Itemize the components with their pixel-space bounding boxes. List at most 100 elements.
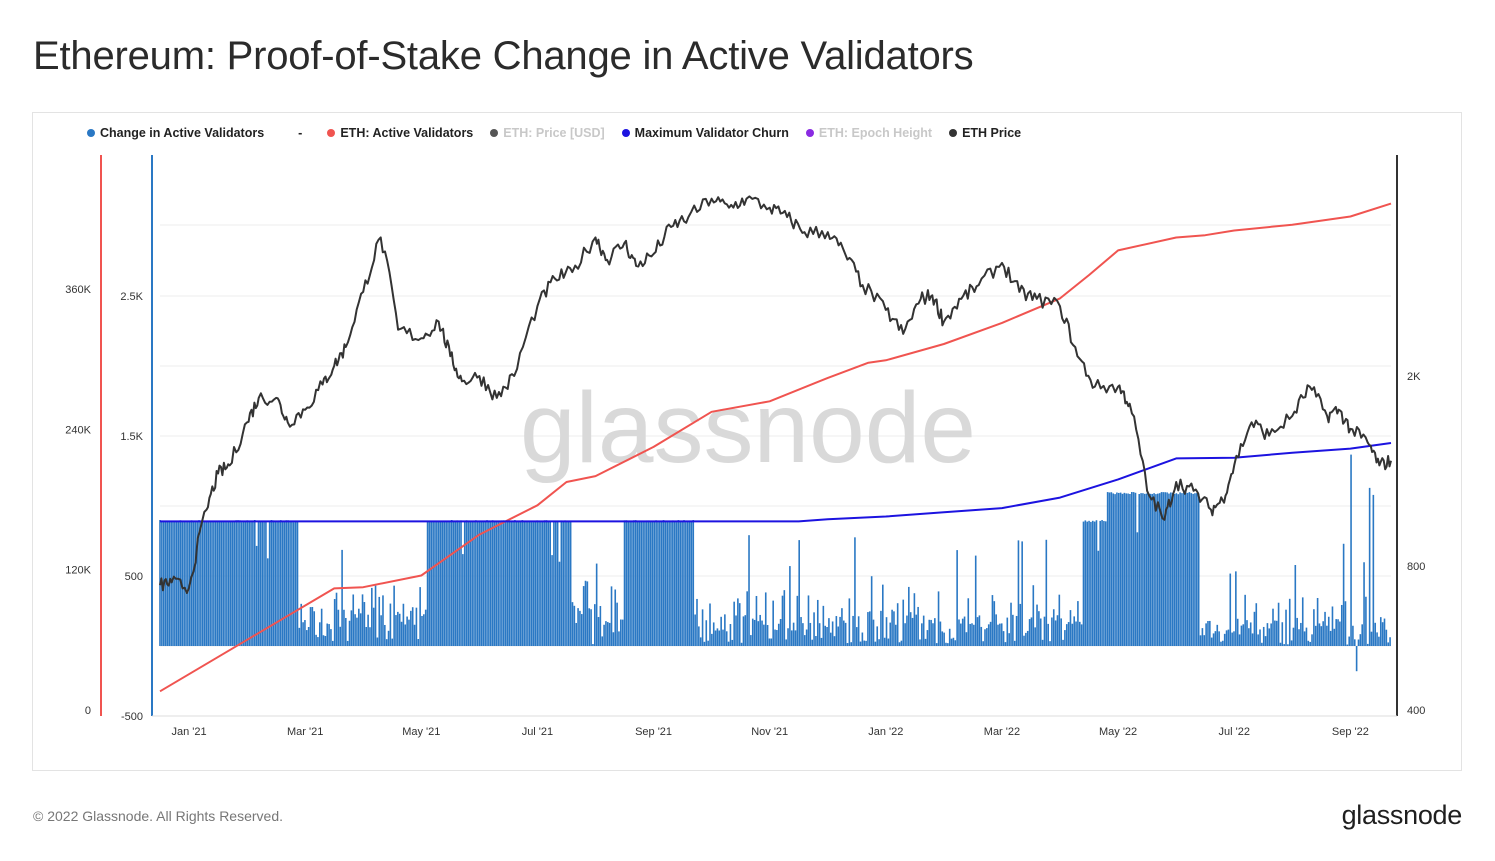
change-bar <box>1075 621 1077 646</box>
change-bar <box>815 636 817 646</box>
change-bar <box>1099 520 1102 646</box>
change-bar <box>681 521 683 646</box>
change-bar <box>937 591 940 646</box>
change-bar <box>1140 493 1142 646</box>
legend-item[interactable]: ETH: Active Validators <box>327 126 473 140</box>
change-bar <box>690 521 693 646</box>
change-bar <box>696 598 698 646</box>
change-bar <box>660 520 663 646</box>
change-bar <box>1088 520 1090 646</box>
change-bar <box>192 520 195 646</box>
change-bar <box>646 520 648 646</box>
legend-dot-icon <box>621 129 630 137</box>
change-bar <box>402 603 405 646</box>
copyright: © 2022 Glassnode. All Rights Reserved. <box>33 808 284 824</box>
change-bar <box>1261 642 1263 646</box>
brand-logo[interactable]: glassnode <box>1341 800 1463 830</box>
change-bar <box>1279 642 1282 646</box>
change-bar <box>1144 493 1146 646</box>
change-bar <box>666 522 669 646</box>
change-bar <box>201 520 204 646</box>
change-bar <box>725 631 728 646</box>
change-bar <box>480 520 483 646</box>
change-bar <box>595 563 598 646</box>
change-bar <box>686 521 689 646</box>
change-bar <box>947 643 949 646</box>
change-bar <box>497 521 499 646</box>
legend-item[interactable]: ETH: Epoch Height <box>805 126 932 140</box>
change-bar <box>1038 611 1040 646</box>
change-bar <box>454 521 457 646</box>
change-bar <box>1065 624 1068 646</box>
change-bar <box>908 586 910 646</box>
change-bar <box>449 520 451 646</box>
change-bar <box>1041 639 1044 646</box>
change-bar <box>636 520 639 646</box>
change-bar <box>482 521 485 646</box>
change-bar <box>1090 521 1092 646</box>
change-bar <box>1216 624 1219 646</box>
change-bar <box>1173 494 1176 646</box>
change-bar <box>1333 628 1336 646</box>
change-bar <box>688 520 691 646</box>
change-bar <box>296 520 299 646</box>
change-bar <box>954 640 957 646</box>
change-bar <box>683 520 685 646</box>
change-bar <box>902 599 905 646</box>
change-bar <box>1274 620 1276 646</box>
change-bar <box>517 520 520 646</box>
change-bar <box>731 639 734 646</box>
change-bar <box>385 639 388 646</box>
change-bar <box>1071 623 1074 646</box>
legend-item[interactable]: ETH Price <box>949 126 1021 140</box>
change-bar <box>1346 644 1349 646</box>
change-bar <box>1387 642 1390 646</box>
change-bar <box>1227 629 1230 646</box>
change-bar <box>376 637 379 646</box>
change-bar <box>976 617 979 646</box>
change-bar <box>437 521 440 646</box>
x-axis-tick: Nov '21 <box>751 726 788 738</box>
price-axis-tick: 400 <box>1407 705 1425 717</box>
change-bar <box>515 521 518 646</box>
change-bar <box>538 521 540 646</box>
change-bar <box>419 587 421 646</box>
change-bar <box>408 619 410 646</box>
change-bar <box>237 520 239 646</box>
change-bar <box>1236 618 1239 646</box>
change-bar <box>1032 585 1035 646</box>
change-bar <box>1019 603 1022 646</box>
change-bar <box>428 522 431 646</box>
legend-item[interactable]: Maximum Validator Churn <box>621 126 789 140</box>
change-bar <box>519 520 522 646</box>
change-bar <box>995 614 997 646</box>
validators-axis-tick: 120K <box>65 565 91 577</box>
legend-item[interactable]: Change in Active Validators <box>87 126 264 140</box>
change-bar <box>878 639 880 646</box>
change-bar <box>1207 621 1209 646</box>
legend-item[interactable]: ETH: Price [USD] <box>490 126 605 140</box>
change-bar <box>203 522 206 646</box>
change-bar <box>785 639 787 646</box>
change-bar <box>610 586 613 646</box>
change-bar <box>800 617 802 646</box>
change-bar <box>1210 637 1213 646</box>
change-bar <box>462 554 464 646</box>
legend-item[interactable]: - <box>298 126 307 140</box>
change-bar <box>973 624 975 646</box>
change-bar <box>857 616 860 646</box>
change-bar <box>372 607 375 646</box>
change-bar <box>1255 603 1258 646</box>
chart-legend: Change in Active Validators - ETH: Active … <box>87 125 1038 141</box>
change-bar <box>242 521 245 646</box>
change-bar <box>473 521 475 646</box>
change-bar <box>543 520 546 646</box>
change-bar <box>724 614 726 646</box>
change-axis-tick: 500 <box>125 571 143 583</box>
change-bar <box>1326 625 1328 646</box>
change-bar <box>616 602 618 646</box>
change-bar <box>928 619 931 646</box>
chart-panel <box>32 112 1462 771</box>
change-bar <box>350 610 353 646</box>
change-bar <box>748 535 750 646</box>
